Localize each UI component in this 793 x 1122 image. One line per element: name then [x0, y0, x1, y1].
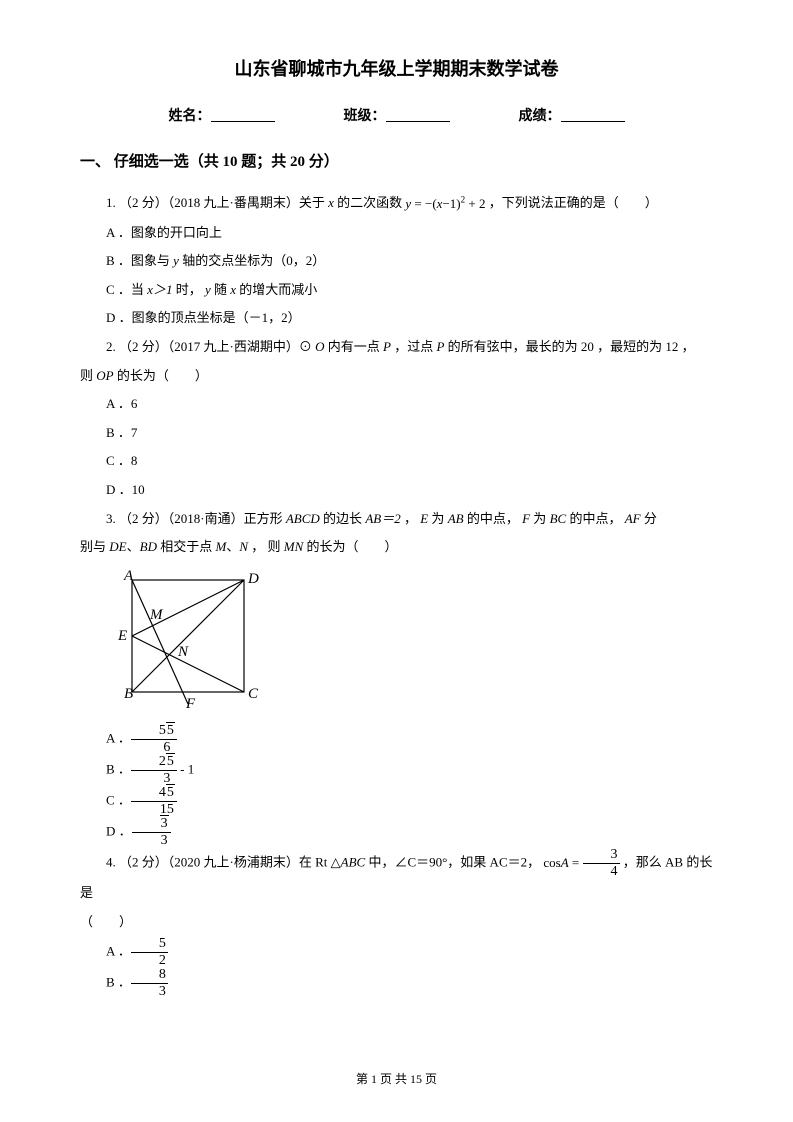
q1-optc-a: C ．当 — [106, 282, 147, 297]
q3-f: 为 — [530, 511, 550, 526]
q3-ab2: AB＝2 — [365, 511, 400, 526]
q1-optc-b: 时， — [172, 282, 205, 297]
q1-formula: y = −(x−1)2 + 2 — [405, 196, 485, 211]
q3-AB: AB — [448, 511, 464, 526]
q4-b: 中，∠C＝90°，如果 AC＝2， — [365, 855, 540, 870]
q3-option-a[interactable]: A ．556 — [80, 724, 713, 755]
q2-d: 的所有弦中，最长的为 20 ，最短的为 12 ， — [444, 339, 694, 354]
label-A: A — [123, 568, 134, 584]
question-4-cont: （ ） — [80, 908, 713, 937]
q3-d: 为 — [428, 511, 448, 526]
label-B: B — [124, 686, 133, 702]
q3-BC: BC — [550, 511, 567, 526]
q2-c: ，过点 — [391, 339, 437, 354]
q3-diagram: A D B C E F M N — [106, 568, 713, 721]
q4-a: 4. （2 分）（2020 九上·杨浦期末）在 Rt △ — [106, 855, 341, 870]
q1-optc-d: 的增大而减小 — [236, 282, 317, 297]
q1-optc-c: 随 — [211, 282, 231, 297]
q1-optb-b: 轴的交点坐标为（0，2） — [179, 253, 325, 268]
q3-h: 分 — [641, 511, 657, 526]
q3-c: ， — [401, 511, 421, 526]
q3-b: 的边长 — [320, 511, 366, 526]
q2-b: 内有一点 — [324, 339, 383, 354]
question-2-cont: 则 OP 的长为（ ） — [80, 362, 713, 391]
q1-optb-a: B ．图象与 — [106, 253, 173, 268]
class-label: 班级： — [344, 109, 386, 124]
q3-option-c[interactable]: C ．4515 — [80, 786, 713, 817]
q3b-p: B ． — [106, 762, 131, 777]
q3-option-d[interactable]: D ．33 — [80, 817, 713, 848]
q1-text-a: 1. （2 分）（2018 九上·番禺期末）关于 — [106, 195, 328, 210]
q1-text-b: 的二次函数 — [334, 195, 406, 210]
q3-ca: 别与 — [80, 539, 109, 554]
q3-e: 的中点， — [464, 511, 523, 526]
label-M: M — [149, 607, 164, 623]
q3-N: N — [239, 539, 248, 554]
q2-option-d[interactable]: D ．10 — [80, 476, 713, 505]
question-2-stem: 2. （2 分）（2017 九上·西湖期中）⊙ O 内有一点 P ，过点 P 的… — [80, 333, 713, 362]
q3-BD: BD — [140, 539, 157, 554]
q1-optc-cond: x＞1 — [147, 282, 172, 297]
q2-option-b[interactable]: B ．7 — [80, 419, 713, 448]
q2-option-c[interactable]: C ．8 — [80, 447, 713, 476]
q3-g: 的中点， — [566, 511, 625, 526]
q1-text-c: ，下列说法正确的是（ ） — [485, 195, 657, 210]
score-blank[interactable] — [561, 108, 625, 122]
label-F: F — [185, 696, 196, 710]
label-D: D — [247, 571, 259, 587]
q4a-p: A ． — [106, 943, 131, 958]
q3-DE: DE — [109, 539, 126, 554]
q3c-p: C ． — [106, 793, 131, 808]
q4-option-a[interactable]: A ．52 — [80, 937, 713, 968]
score-label: 成绩： — [519, 109, 561, 124]
q4b-p: B ． — [106, 974, 131, 989]
q4-abc: ABC — [341, 855, 366, 870]
name-blank[interactable] — [211, 108, 275, 122]
q1-option-c[interactable]: C ．当 x＞1 时， y 随 x 的增大而减小 — [80, 276, 713, 305]
q3a-p: A ． — [106, 731, 131, 746]
q3-abcd: ABCD — [286, 511, 320, 526]
q4-option-b[interactable]: B ．83 — [80, 968, 713, 999]
q3-M: M — [215, 539, 226, 554]
class-blank[interactable] — [386, 108, 450, 122]
q2-a: 2. （2 分）（2017 九上·西湖期中）⊙ — [106, 339, 315, 354]
q3-cb: 相交于点 — [157, 539, 216, 554]
q3d-p: D ． — [106, 824, 132, 839]
question-4-stem: 4. （2 分）（2020 九上·杨浦期末）在 Rt △ABC 中，∠C＝90°… — [80, 848, 713, 908]
q2-P1: P — [383, 339, 391, 354]
student-info-line: 姓名： 班级： 成绩： — [80, 102, 713, 133]
q3-F: F — [522, 511, 530, 526]
question-3-stem: 3. （2 分）（2018·南通）正方形 ABCD 的边长 AB＝2 ， E 为… — [80, 505, 713, 534]
label-C: C — [248, 686, 259, 702]
q3-sep2: 、 — [226, 539, 239, 554]
question-1-stem: 1. （2 分）（2018 九上·番禺期末）关于 x 的二次函数 y = −(x… — [80, 189, 713, 218]
square-diagram-svg: A D B C E F M N — [106, 568, 276, 710]
page-title: 山东省聊城市九年级上学期期末数学试卷 — [80, 50, 713, 90]
q3-option-b[interactable]: B ．253 - 1 — [80, 755, 713, 786]
q1-option-a[interactable]: A ．图象的开口向上 — [80, 219, 713, 248]
q2-cont-b: 的长为（ ） — [114, 368, 208, 383]
page-footer: 第 1 页 共 15 页 — [0, 1066, 793, 1092]
q3-sep: 、 — [127, 539, 140, 554]
label-E: E — [117, 628, 127, 644]
q3-cc: ， 则 — [248, 539, 284, 554]
q2-option-a[interactable]: A ．6 — [80, 390, 713, 419]
q3-E: E — [420, 511, 428, 526]
question-3-cont: 别与 DE、BD 相交于点 M、N ， 则 MN 的长为（ ） — [80, 533, 713, 562]
q1-option-d[interactable]: D ．图象的顶点坐标是（－1，2） — [80, 304, 713, 333]
q1-option-b[interactable]: B ．图象与 y 轴的交点坐标为（0，2） — [80, 247, 713, 276]
q3b-s: - 1 — [177, 762, 194, 777]
section-1-header: 一、 仔细选一选（共 10 题；共 20 分） — [80, 146, 713, 179]
q2-cont-a: 则 — [80, 368, 96, 383]
q3-MN: MN — [284, 539, 304, 554]
q3-a: 3. （2 分）（2018·南通）正方形 — [106, 511, 286, 526]
q3-AF: AF — [625, 511, 641, 526]
name-label: 姓名： — [169, 109, 211, 124]
q4-cos-formula: cosA = 34 — [543, 855, 619, 870]
q2-OP: OP — [96, 368, 113, 383]
label-N: N — [177, 644, 189, 660]
q3-cd: 的长为（ ） — [303, 539, 397, 554]
